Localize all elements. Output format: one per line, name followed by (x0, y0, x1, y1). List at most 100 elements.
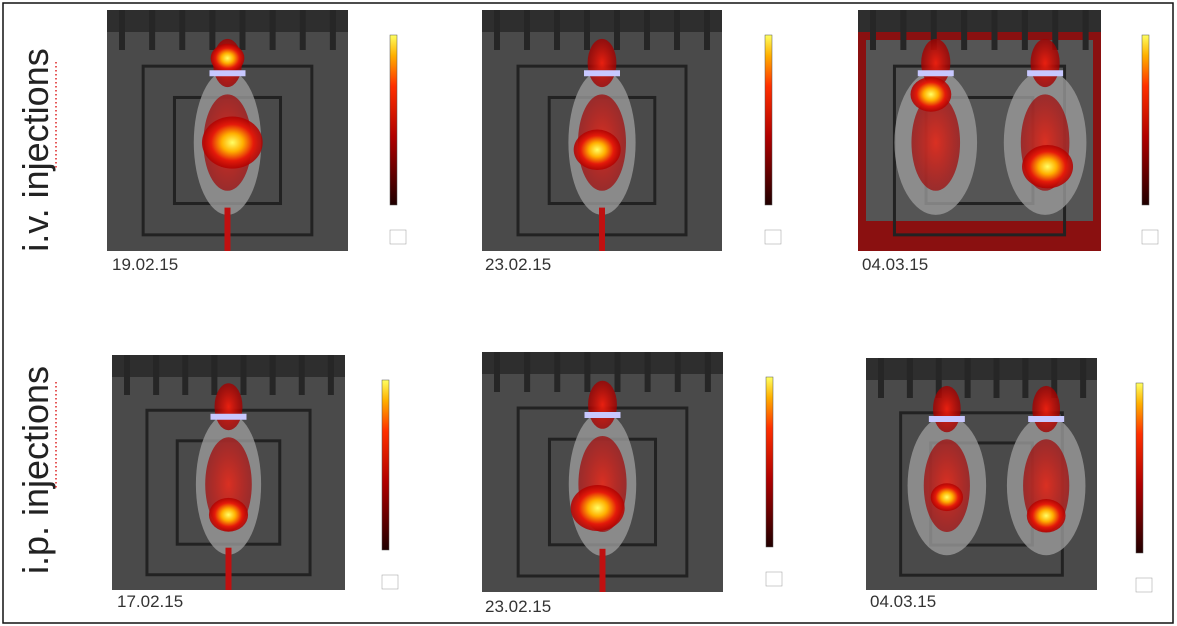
tray-top (482, 10, 722, 32)
mouse-head (933, 386, 961, 432)
tray-slot (878, 358, 884, 398)
tray-slot (182, 355, 188, 395)
tray-slot (614, 10, 620, 50)
tray-top (482, 352, 723, 374)
tray-slot (554, 352, 560, 392)
mouse-head (215, 383, 243, 430)
roi-label (1028, 416, 1064, 422)
signal-hotspot (910, 77, 951, 112)
imaging-panel (858, 10, 1101, 251)
figure: i.v. injections 19.02.15 23.02.15 04.03.15 i… (0, 0, 1177, 626)
row-label: i.p. injections (15, 366, 56, 574)
tray-slot (179, 10, 185, 50)
mouse-head (1031, 39, 1060, 87)
mouse-head (588, 381, 617, 429)
signal-hotspot (209, 498, 248, 532)
signal-hotspot (1022, 145, 1073, 188)
tray-slot (961, 10, 967, 50)
tray-slot (615, 352, 621, 392)
tray-slot (705, 352, 711, 392)
imaging-panel (112, 355, 345, 590)
tray-slot (1022, 10, 1028, 50)
tray-slot (870, 10, 876, 50)
roi-label (1027, 70, 1063, 76)
tray-slot (209, 10, 215, 50)
tray-slot (704, 10, 710, 50)
mouse-head (588, 39, 617, 87)
scale-info-box (390, 230, 406, 244)
tray-top (112, 355, 345, 377)
tray-slot (644, 10, 650, 50)
date-label: 19.02.15 (112, 255, 178, 274)
tray-top (858, 10, 1101, 32)
date-label: 04.03.15 (870, 592, 936, 611)
imaging-panel (866, 358, 1097, 590)
tray-top (866, 358, 1097, 380)
tray-slot (240, 10, 246, 50)
imaging-panel (482, 352, 723, 592)
tray-slot (554, 10, 560, 50)
imaging-panel (482, 10, 722, 251)
color-scale (390, 35, 397, 205)
tray-slot (211, 355, 217, 395)
tray-slot (965, 358, 971, 398)
tray-slot (270, 10, 276, 50)
scale-info-box (1136, 578, 1152, 592)
tray-slot (1080, 358, 1086, 398)
tray-slot (1083, 10, 1089, 50)
tray-slot (994, 358, 1000, 398)
tray-slot (494, 352, 500, 392)
imaging-panel (107, 10, 348, 251)
color-scale (765, 35, 772, 205)
date-label: 04.03.15 (862, 255, 928, 274)
roi-label (584, 70, 620, 76)
signal-hotspot (202, 117, 263, 169)
mouse-tail (599, 208, 605, 251)
scale-info-box (765, 230, 781, 244)
tray-slot (524, 352, 530, 392)
tray-slot (584, 352, 590, 392)
color-scale (766, 377, 773, 547)
roi-label (585, 412, 621, 418)
scale-info-box (382, 575, 398, 589)
tray-slot (328, 355, 334, 395)
tray-slot (900, 10, 906, 50)
tray-slot (149, 10, 155, 50)
tray-slot (153, 355, 159, 395)
signal-hotspot (211, 44, 245, 73)
roi-label (211, 414, 247, 420)
tray-slot (270, 355, 276, 395)
tray-slot (674, 10, 680, 50)
mouse-tail (225, 208, 231, 251)
roi-label (929, 416, 965, 422)
date-label: 23.02.15 (485, 255, 551, 274)
tray-slot (992, 10, 998, 50)
date-label: 17.02.15 (117, 592, 183, 611)
signal-hotspot (571, 485, 625, 531)
mouse-tail (600, 549, 606, 592)
tray-slot (494, 10, 500, 50)
signal-hotspot (574, 130, 621, 170)
tray-slot (119, 10, 125, 50)
tray-slot (645, 352, 651, 392)
roi-label (210, 70, 246, 76)
signal-hotspot (931, 483, 963, 511)
scale-info-box (766, 572, 782, 586)
mouse-head (1032, 386, 1060, 432)
color-scale (1136, 383, 1143, 553)
tray-slot (1022, 358, 1028, 398)
signal-hotspot (1027, 499, 1066, 532)
color-scale (1142, 35, 1149, 205)
tray-slot (524, 10, 530, 50)
tray-slot (124, 355, 130, 395)
tray-slot (330, 10, 336, 50)
color-scale (382, 380, 389, 550)
tray-slot (584, 10, 590, 50)
scale-info-box (1142, 230, 1158, 244)
mouse-tail (226, 548, 232, 590)
tray-slot (675, 352, 681, 392)
tray-slot (907, 358, 913, 398)
roi-label (918, 70, 954, 76)
row-label: i.v. injections (15, 48, 56, 251)
tray-top (107, 10, 348, 32)
